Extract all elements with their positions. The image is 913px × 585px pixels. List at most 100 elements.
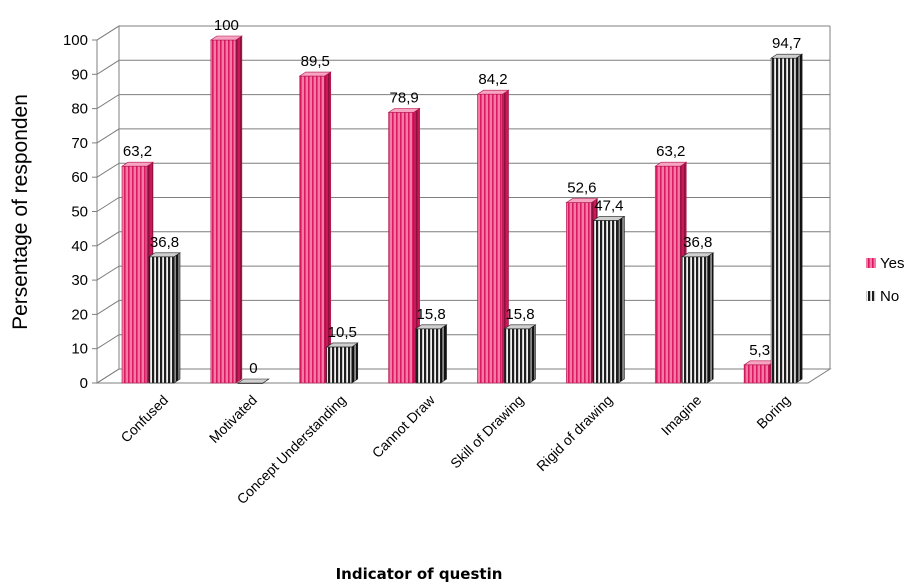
y-tick-label: 0 — [80, 375, 88, 392]
data-label-no: 36,8 — [683, 234, 712, 251]
bar-top — [121, 161, 154, 167]
bar-front — [148, 256, 175, 384]
bar-side — [795, 53, 803, 384]
x-tick-label: Confused — [117, 392, 171, 446]
bar-no-2 — [325, 342, 359, 384]
bars — [121, 35, 804, 384]
bar-yes-7 — [743, 360, 777, 384]
bar-top — [565, 198, 599, 203]
bar-side — [440, 324, 447, 384]
bar-top — [503, 324, 537, 330]
data-label-yes: 5,3 — [749, 342, 770, 359]
bar-top — [298, 71, 332, 77]
bar-front — [210, 39, 237, 384]
bar-no-3 — [414, 324, 448, 384]
bar-yes-4 — [476, 89, 510, 384]
y-tick-label: 100 — [63, 32, 88, 49]
x-tick-label: Motivated — [206, 392, 260, 446]
bar-no-0 — [148, 252, 181, 384]
bar-top — [148, 252, 181, 258]
data-label-yes: 63,2 — [656, 143, 685, 160]
gridline — [96, 265, 830, 281]
bar-front — [593, 220, 619, 384]
x-tick-label: Rigid of drawing — [533, 392, 615, 474]
bar-front — [326, 346, 353, 384]
bar-side — [235, 35, 243, 384]
bar-front — [681, 256, 708, 384]
bar-front — [388, 112, 414, 384]
bar-top — [236, 378, 270, 384]
bar-top — [209, 35, 243, 41]
data-label-yes: 84,2 — [478, 71, 507, 88]
bar-top — [476, 89, 510, 95]
axes — [92, 25, 832, 384]
bar-side — [706, 252, 714, 384]
bar-front — [654, 165, 681, 384]
data-label-yes: 89,5 — [301, 53, 330, 70]
bar-yes-5 — [565, 198, 599, 384]
gridline — [96, 162, 830, 178]
legend-label-yes: Yes — [880, 255, 904, 272]
gridline — [96, 128, 830, 144]
bar-front — [477, 93, 503, 384]
bar-front — [770, 57, 797, 384]
bar-side — [173, 252, 181, 384]
bar-top — [654, 161, 688, 167]
bar-front — [121, 165, 148, 384]
bar-front — [504, 328, 530, 384]
data-label-no: 0 — [249, 360, 257, 377]
bar-yes-3 — [387, 107, 421, 384]
bar-top — [414, 324, 448, 330]
y-tick-label: 40 — [71, 238, 88, 255]
bar-front — [299, 75, 326, 384]
data-label-no: 10,5 — [328, 324, 357, 341]
legend-swatch-yes — [866, 258, 876, 268]
legend-label-no: No — [880, 288, 899, 305]
bar-side — [618, 215, 625, 384]
bar-side — [529, 324, 536, 384]
data-label-yes: 63,2 — [123, 143, 152, 160]
bar-front — [415, 328, 441, 384]
bar-top — [592, 216, 626, 221]
y-tick-label: 10 — [71, 341, 88, 358]
bar-top — [325, 342, 359, 348]
gridline — [96, 94, 830, 110]
bar-side — [351, 342, 359, 384]
x-tick-label: Imagine — [658, 392, 705, 439]
y-tick-label: 20 — [71, 306, 88, 323]
y-tick-label: 30 — [71, 272, 88, 289]
data-label-yes: 100 — [214, 17, 239, 34]
gridline — [96, 25, 830, 41]
bar-no-7 — [770, 53, 804, 384]
bar-top — [770, 53, 804, 59]
bar-yes-6 — [654, 161, 688, 384]
gridline — [96, 299, 830, 315]
gridline — [96, 334, 830, 350]
data-labels: 63,2 36,8 100 0 89,5 10,5 78,9 15,8 84,2 15,8 52,6… — [123, 17, 801, 377]
legend: Yes No — [866, 255, 904, 305]
data-label-no: 15,8 — [417, 306, 446, 323]
bar-yes-2 — [298, 71, 332, 384]
y-tick-label: 70 — [71, 135, 88, 152]
y-tick-label: 90 — [71, 66, 88, 83]
gridlines — [96, 25, 830, 350]
y-tick-label: 50 — [71, 204, 88, 221]
data-label-no: 36,8 — [150, 234, 179, 251]
x-tick-label: Cannot Draw — [369, 391, 439, 461]
bar-yes-1 — [209, 35, 243, 384]
data-label-no: 47,4 — [594, 197, 623, 214]
x-axis-title: Indicator of questin — [336, 565, 503, 583]
data-label-no: 15,8 — [505, 306, 534, 323]
x-tick-label: Boring — [753, 392, 793, 432]
bar-top — [387, 108, 421, 113]
bar-yes-0 — [121, 161, 154, 384]
data-label-yes: 78,9 — [390, 89, 419, 106]
bar-no-5 — [592, 215, 626, 384]
y-axis-title: Persentage of responden — [9, 94, 32, 330]
bar-front — [743, 364, 770, 384]
bar-no-4 — [503, 324, 537, 384]
bar-top — [681, 252, 715, 258]
gridline — [96, 231, 830, 247]
data-label-no: 94,7 — [772, 35, 801, 52]
